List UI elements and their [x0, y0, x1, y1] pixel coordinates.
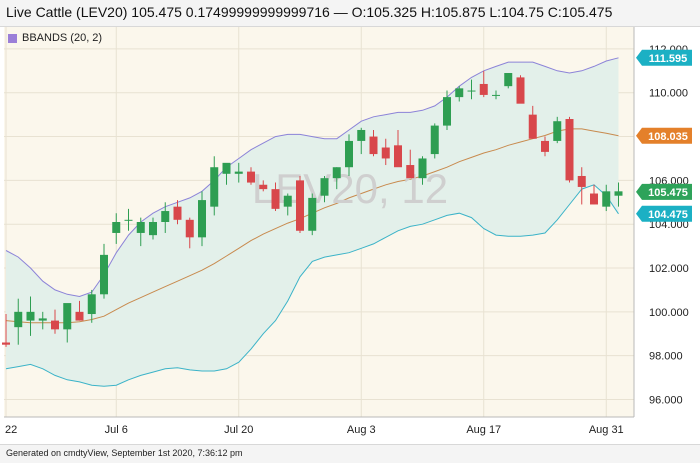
candle-down[interactable] — [541, 140, 549, 152]
candle-down[interactable] — [565, 119, 574, 181]
candle-up[interactable] — [222, 162, 231, 174]
y-tick-label: 102.000 — [649, 263, 689, 275]
indicator-legend[interactable]: BBANDS (20, 2) — [8, 31, 102, 45]
lower-band-line — [5, 184, 619, 387]
candle-up[interactable] — [553, 121, 562, 141]
candle-up[interactable] — [149, 222, 157, 236]
candle-down[interactable] — [271, 189, 280, 209]
candle-up[interactable] — [492, 94, 500, 96]
indicator-swatch — [8, 33, 17, 43]
candle-down[interactable] — [173, 206, 182, 220]
candle-down[interactable] — [185, 219, 194, 238]
x-tick-label: Aug 31 — [589, 424, 624, 436]
candle-up[interactable] — [124, 219, 133, 221]
candle-down[interactable] — [2, 342, 10, 345]
y-tick-label: 96.000 — [649, 394, 683, 406]
candle-down[interactable] — [577, 175, 586, 187]
last-value-flag — [636, 183, 692, 200]
indicator-label: BBANDS (20, 2) — [22, 32, 103, 44]
y-tick-label: 104.000 — [649, 219, 689, 231]
last-value-label: 105.475 — [648, 187, 688, 199]
candle-up[interactable] — [443, 97, 451, 126]
candle-down[interactable] — [381, 147, 390, 159]
candle-up[interactable] — [38, 318, 47, 321]
x-tick-label: Aug 17 — [466, 424, 501, 436]
candle-up[interactable] — [283, 195, 292, 207]
candle-down[interactable] — [296, 180, 304, 231]
candle-down[interactable] — [516, 77, 525, 104]
last-value-label: 108.035 — [648, 131, 688, 143]
candle-up[interactable] — [455, 88, 464, 98]
x-tick-label: Jul 6 — [105, 424, 128, 436]
candle-up[interactable] — [234, 171, 243, 174]
candle-up[interactable] — [467, 90, 476, 92]
x-tick-label: Jul 20 — [224, 424, 253, 436]
footer-bar: Generated on cmdtyView, September 1st 20… — [0, 444, 700, 463]
candle-up[interactable] — [504, 73, 513, 87]
last-value-flag — [636, 127, 692, 144]
candle-up[interactable] — [63, 303, 72, 330]
candle-up[interactable] — [87, 294, 96, 315]
last-value-label: 104.475 — [648, 209, 688, 221]
candle-down[interactable] — [528, 114, 537, 139]
x-tick-label: 22 — [5, 424, 17, 436]
candle-up[interactable] — [320, 178, 329, 196]
candle-up[interactable] — [210, 167, 219, 207]
price-chart[interactable]: LEV20, 1296.00098.000100.000102.000104.0… — [0, 27, 700, 443]
y-tick-label: 98.000 — [649, 351, 683, 363]
chart-title: Live Cattle (LEV20) 105.475 0.1749999999… — [6, 4, 613, 20]
last-value-label: 111.595 — [649, 53, 688, 65]
candle-down[interactable] — [259, 184, 268, 190]
candle-down[interactable] — [394, 145, 402, 168]
title-bar: Live Cattle (LEV20) 105.475 0.1749999999… — [0, 0, 700, 27]
candle-down[interactable] — [369, 136, 378, 155]
last-value-flag — [636, 205, 692, 222]
candle-up[interactable] — [614, 191, 623, 196]
y-tick-label: 100.000 — [649, 307, 689, 319]
candle-up[interactable] — [198, 200, 206, 238]
candle-up[interactable] — [430, 125, 439, 155]
candle-up[interactable] — [112, 222, 121, 233]
candle-up[interactable] — [332, 167, 341, 179]
candle-down[interactable] — [247, 171, 255, 183]
x-tick-label: Aug 3 — [347, 424, 376, 436]
candle-up[interactable] — [308, 197, 317, 231]
candle-up[interactable] — [100, 254, 108, 295]
y-tick-label: 110.000 — [649, 88, 688, 100]
generated-note: Generated on cmdtyView, September 1st 20… — [6, 448, 243, 458]
candle-up[interactable] — [418, 158, 427, 179]
candle-up[interactable] — [14, 311, 23, 328]
candle-up[interactable] — [345, 140, 353, 168]
upper-band-line — [5, 57, 619, 298]
candle-down[interactable] — [406, 165, 415, 179]
candle-down[interactable] — [479, 83, 488, 95]
candle-up[interactable] — [357, 129, 366, 141]
candle-down[interactable] — [51, 320, 59, 330]
candle-up[interactable] — [26, 311, 35, 321]
candle-up[interactable] — [136, 222, 145, 233]
candle-down[interactable] — [590, 193, 598, 205]
last-value-flag — [636, 49, 692, 66]
candle-down[interactable] — [75, 311, 84, 321]
candle-up[interactable] — [602, 191, 611, 207]
candle-up[interactable] — [161, 211, 170, 222]
